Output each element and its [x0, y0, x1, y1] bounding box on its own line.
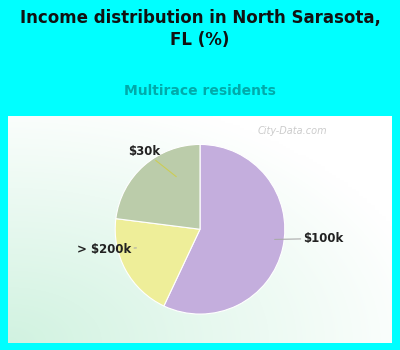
Wedge shape [116, 145, 200, 229]
Wedge shape [115, 219, 200, 306]
Text: Multirace residents: Multirace residents [124, 84, 276, 98]
Wedge shape [164, 145, 285, 314]
Text: $100k: $100k [275, 232, 344, 245]
Text: $30k: $30k [128, 145, 176, 177]
Text: City-Data.com: City-Data.com [258, 126, 328, 135]
Text: Income distribution in North Sarasota,
FL (%): Income distribution in North Sarasota, F… [20, 9, 380, 49]
Text: > $200k: > $200k [77, 243, 136, 256]
